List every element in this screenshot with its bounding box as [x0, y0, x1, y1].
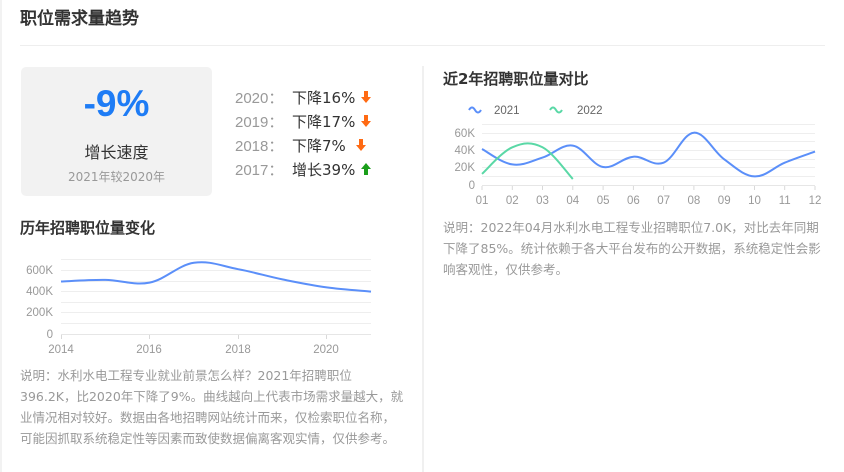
svg-text:07: 07	[657, 195, 670, 207]
svg-text:40K: 40K	[455, 145, 476, 157]
change-value: 下降7%	[292, 136, 346, 155]
change-year: 2019：	[235, 113, 284, 131]
svg-text:12: 12	[809, 195, 822, 207]
yearly-chart-description: 说明：水利水电工程专业就业前景怎么样？2021年招聘职位396.2K，比2020…	[20, 368, 404, 446]
monthly-chart-title: 近2年招聘职位量对比	[443, 70, 589, 88]
change-year: 2018：	[235, 137, 284, 155]
svg-text:600K: 600K	[26, 265, 53, 277]
title-divider	[20, 45, 825, 46]
column-divider	[422, 66, 424, 472]
yearly-change-row: 2019： 下降17%	[235, 109, 372, 133]
yearly-x-axis-labels: 2014 2016 2018 2020	[48, 344, 339, 356]
yearly-change-row: 2018： 下降7%	[235, 133, 371, 157]
yearly-gridlines	[61, 259, 371, 324]
svg-text:03: 03	[536, 195, 549, 207]
series-2022-line	[481, 142, 574, 180]
svg-text:04: 04	[566, 195, 579, 207]
legend-2021-label: 2021	[494, 105, 520, 117]
yearly-chart-title: 历年招聘职位量变化	[20, 219, 156, 237]
svg-text:01: 01	[476, 195, 489, 207]
legend-2022-icon	[549, 106, 563, 114]
change-value: 下降16%	[292, 88, 356, 107]
page-title: 职位需求量趋势	[20, 9, 139, 29]
monthly-x-ticks	[481, 186, 816, 190]
monthly-chart-description: 说明：2022年04月水利水电工程专业招聘职位7.0K，对比去年同期下降了85%…	[443, 220, 821, 277]
yearly-change-row: 2017： 增长39%	[235, 157, 372, 181]
monthly-y-axis-labels: 60K 40K 20K 0	[455, 128, 476, 192]
change-value: 增长39%	[292, 160, 356, 179]
yearly-x-ticks	[61, 335, 327, 339]
growth-rate-period: 2021年较2020年	[67, 170, 166, 184]
svg-text:200K: 200K	[26, 307, 53, 319]
series-2021-line	[481, 131, 816, 178]
change-year: 2017：	[235, 161, 284, 179]
yearly-series-line	[60, 261, 372, 293]
svg-text:11: 11	[779, 195, 791, 207]
monthly-gridlines	[482, 124, 815, 177]
svg-text:2016: 2016	[136, 344, 162, 356]
svg-text:2020: 2020	[313, 344, 339, 356]
arrow-down-icon	[361, 115, 372, 127]
svg-text:10: 10	[748, 195, 761, 207]
arrow-down-icon	[355, 139, 366, 151]
svg-text:09: 09	[718, 195, 731, 207]
arrow-down-icon	[361, 91, 372, 103]
svg-text:60K: 60K	[455, 128, 476, 140]
svg-text:06: 06	[627, 195, 640, 207]
svg-text:08: 08	[688, 195, 701, 207]
monthly-legend[interactable]: 2021 2022	[468, 105, 603, 117]
change-year: 2020：	[235, 89, 284, 107]
svg-text:02: 02	[506, 195, 519, 207]
svg-text:400K: 400K	[26, 286, 53, 298]
yearly-change-row: 2020： 下降16%	[235, 85, 372, 109]
svg-text:0: 0	[469, 180, 475, 192]
svg-text:05: 05	[597, 195, 610, 207]
monthly-x-axis-labels: 01 02 03 04 05 06 07 08 09 10 11 12	[476, 195, 822, 207]
svg-text:2014: 2014	[48, 344, 74, 356]
yearly-change-list: 2020： 下降16% 2019： 下降17% 2018： 下降7% 2017：…	[235, 85, 372, 181]
legend-2021-icon	[468, 106, 482, 114]
svg-text:20K: 20K	[455, 162, 476, 174]
growth-rate-label: 增长速度	[84, 143, 149, 162]
arrow-up-icon	[361, 163, 372, 175]
yearly-y-axis-labels: 600K 400K 200K 0	[26, 265, 53, 341]
page-left-border	[0, 0, 2, 472]
svg-text:2018: 2018	[225, 344, 251, 356]
svg-text:0: 0	[47, 329, 53, 341]
legend-2022-label: 2022	[577, 105, 603, 117]
change-value: 下降17%	[292, 112, 356, 131]
growth-rate-value: -9%	[83, 83, 150, 124]
growth-rate-card: -9% 增长速度 2021年较2020年	[21, 67, 212, 196]
